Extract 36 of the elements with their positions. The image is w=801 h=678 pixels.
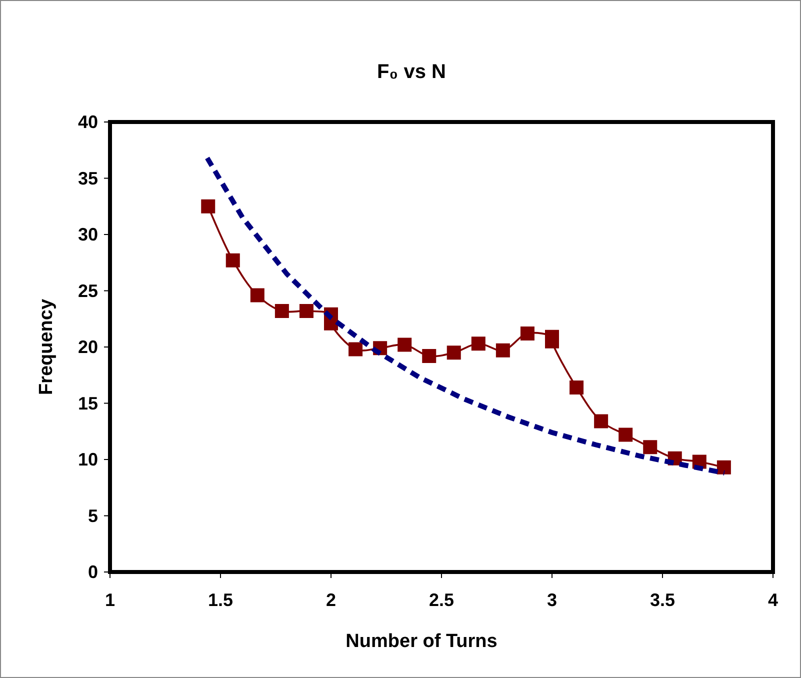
- point: [594, 414, 608, 428]
- y-tick-label: 25: [78, 280, 98, 301]
- y-tick-label: 10: [78, 450, 98, 470]
- point: [398, 338, 412, 352]
- y-tick-label: 0: [88, 562, 98, 582]
- x-tick-label: 1.5: [208, 590, 234, 610]
- point: [570, 380, 584, 394]
- y-tick-label: 20: [78, 337, 98, 357]
- point: [201, 199, 216, 214]
- point: [471, 336, 486, 351]
- y-tick-label: 5: [88, 506, 98, 526]
- x-tick-label: 2.5: [428, 590, 454, 610]
- y-tick-label: 15: [78, 393, 98, 414]
- x-tick-label: 3: [546, 590, 558, 610]
- point: [618, 428, 633, 442]
- point: [299, 304, 314, 318]
- x-tick-label: 2: [326, 590, 336, 610]
- y-tick-label: 30: [78, 224, 98, 244]
- y-tick-label: 40: [78, 112, 98, 132]
- y-axis-title: Frequency: [36, 298, 57, 396]
- point: [643, 440, 658, 454]
- point: [446, 346, 461, 360]
- point: [716, 460, 731, 474]
- point: [348, 342, 363, 356]
- chart-title: F₀ vs N: [376, 61, 446, 83]
- x-tick-label: 1: [104, 590, 116, 610]
- y-tick-label: 35: [78, 168, 98, 188]
- point: [250, 288, 264, 302]
- point: [274, 304, 289, 318]
- point: [520, 326, 534, 340]
- point: [496, 343, 510, 358]
- point: [226, 253, 240, 268]
- x-tick-label: 4: [768, 590, 778, 610]
- x-tick-label: 3.5: [650, 590, 676, 610]
- x-axis-title: Number of Turns: [346, 631, 498, 652]
- point: [422, 349, 436, 363]
